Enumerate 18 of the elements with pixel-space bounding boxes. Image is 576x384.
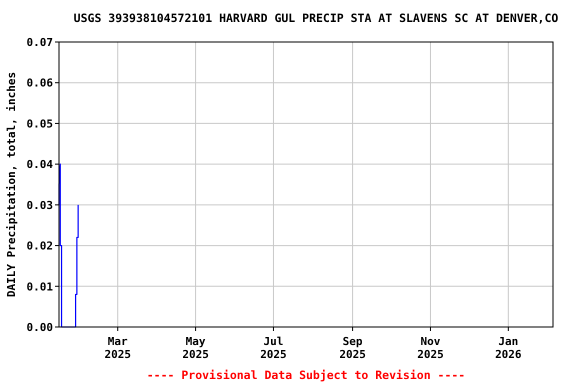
x-tick-label: May 2025 bbox=[182, 335, 209, 361]
y-tick-label: 0.07 bbox=[26, 36, 53, 49]
y-tick-label: 0.05 bbox=[26, 117, 53, 130]
y-axis-title: DAILY Precipitation, total, inches bbox=[5, 72, 18, 298]
x-tick-label: Jul 2025 bbox=[260, 335, 287, 361]
x-tick-label: Jan 2026 bbox=[495, 335, 522, 361]
y-tick-label: 0.00 bbox=[26, 321, 53, 334]
x-tick-label: Nov 2025 bbox=[417, 335, 444, 361]
text: ---- Provisional Data Subject to Revision ---- bbox=[146, 368, 466, 382]
chart-title: USGS 393938104572101 HARVARD GUL PRECIP STA AT SLAVENS SC AT DENVER,CO bbox=[74, 11, 558, 25]
y-tick-label: 0.02 bbox=[26, 240, 53, 253]
x-tick-label: Sep 2025 bbox=[339, 335, 366, 361]
y-tick-label: 0.06 bbox=[26, 76, 54, 90]
y-tick-label: 0.01 bbox=[26, 280, 54, 294]
x-tick-label: Mar 2025 bbox=[104, 335, 131, 361]
y-tick-label: 0.04 bbox=[26, 158, 54, 172]
line-series bbox=[58, 164, 79, 328]
y-tick-label: 0.03 bbox=[26, 198, 53, 212]
